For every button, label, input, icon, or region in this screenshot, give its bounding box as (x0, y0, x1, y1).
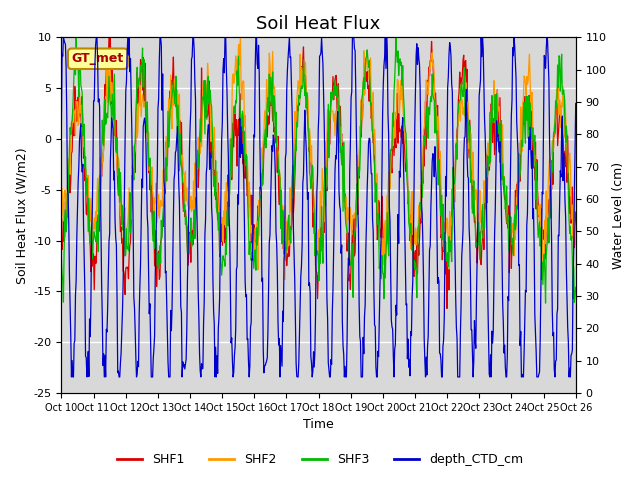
Y-axis label: Water Level (cm): Water Level (cm) (612, 162, 625, 269)
Text: GT_met: GT_met (72, 52, 124, 65)
SHF3 (372, 180, 380, 186)
SHF3 (401, 121, 408, 127)
SHF2 (212, 172, 220, 178)
SHF3 (58, 256, 65, 262)
SHF1 (258, 167, 266, 172)
depth_CTD_cm (572, 101, 580, 107)
SHF1 (213, 200, 221, 205)
SHF1 (372, 190, 380, 196)
SHF2 (239, 80, 246, 86)
SHF1 (401, 148, 408, 154)
SHF1 (118, 236, 126, 241)
SHF3 (213, 209, 221, 215)
Line: SHF3: SHF3 (61, 37, 576, 303)
SHF2 (401, 141, 409, 147)
depth_CTD_cm (401, 267, 409, 273)
depth_CTD_cm (214, 371, 221, 376)
SHF2 (58, 223, 65, 229)
SHF1 (106, 35, 114, 40)
SHF1 (572, 209, 580, 215)
SHF2 (372, 176, 380, 182)
SHF3 (258, 170, 266, 176)
depth_CTD_cm (58, 120, 65, 126)
X-axis label: Time: Time (303, 419, 334, 432)
SHF1 (58, 238, 65, 243)
SHF2 (572, 241, 580, 247)
SHF3 (541, 300, 549, 306)
SHF2 (237, 36, 244, 42)
SHF2 (118, 223, 125, 229)
depth_CTD_cm (60, 35, 67, 40)
SHF2 (281, 276, 289, 282)
SHF3 (118, 203, 126, 208)
SHF2 (258, 145, 266, 151)
Line: depth_CTD_cm: depth_CTD_cm (61, 37, 576, 377)
depth_CTD_cm (68, 374, 76, 380)
SHF3 (572, 285, 580, 290)
depth_CTD_cm (259, 276, 266, 281)
Legend: SHF1, SHF2, SHF3, depth_CTD_cm: SHF1, SHF2, SHF3, depth_CTD_cm (112, 448, 528, 471)
Line: SHF2: SHF2 (61, 39, 576, 279)
SHF3 (239, 108, 246, 114)
Y-axis label: Soil Heat Flux (W/m2): Soil Heat Flux (W/m2) (15, 147, 28, 284)
Title: Soil Heat Flux: Soil Heat Flux (257, 15, 381, 33)
SHF3 (72, 35, 80, 40)
depth_CTD_cm (372, 374, 380, 380)
SHF1 (443, 306, 451, 312)
SHF1 (239, 111, 246, 117)
Line: SHF1: SHF1 (61, 37, 576, 309)
depth_CTD_cm (239, 155, 247, 160)
depth_CTD_cm (119, 282, 127, 288)
